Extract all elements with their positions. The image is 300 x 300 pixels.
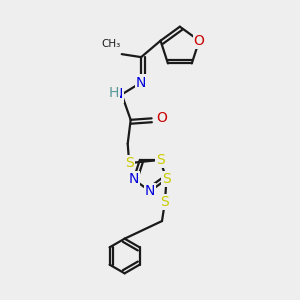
Text: O: O: [194, 34, 205, 48]
Text: N: N: [136, 76, 146, 89]
Text: N: N: [145, 184, 155, 198]
Text: N: N: [113, 88, 123, 101]
Text: H: H: [109, 86, 119, 100]
Text: S: S: [160, 195, 169, 208]
Text: S: S: [156, 153, 165, 167]
Text: S: S: [125, 156, 134, 170]
Text: O: O: [156, 111, 167, 125]
Text: N: N: [128, 172, 139, 186]
Text: CH₃: CH₃: [101, 39, 120, 49]
Text: S: S: [162, 172, 171, 186]
